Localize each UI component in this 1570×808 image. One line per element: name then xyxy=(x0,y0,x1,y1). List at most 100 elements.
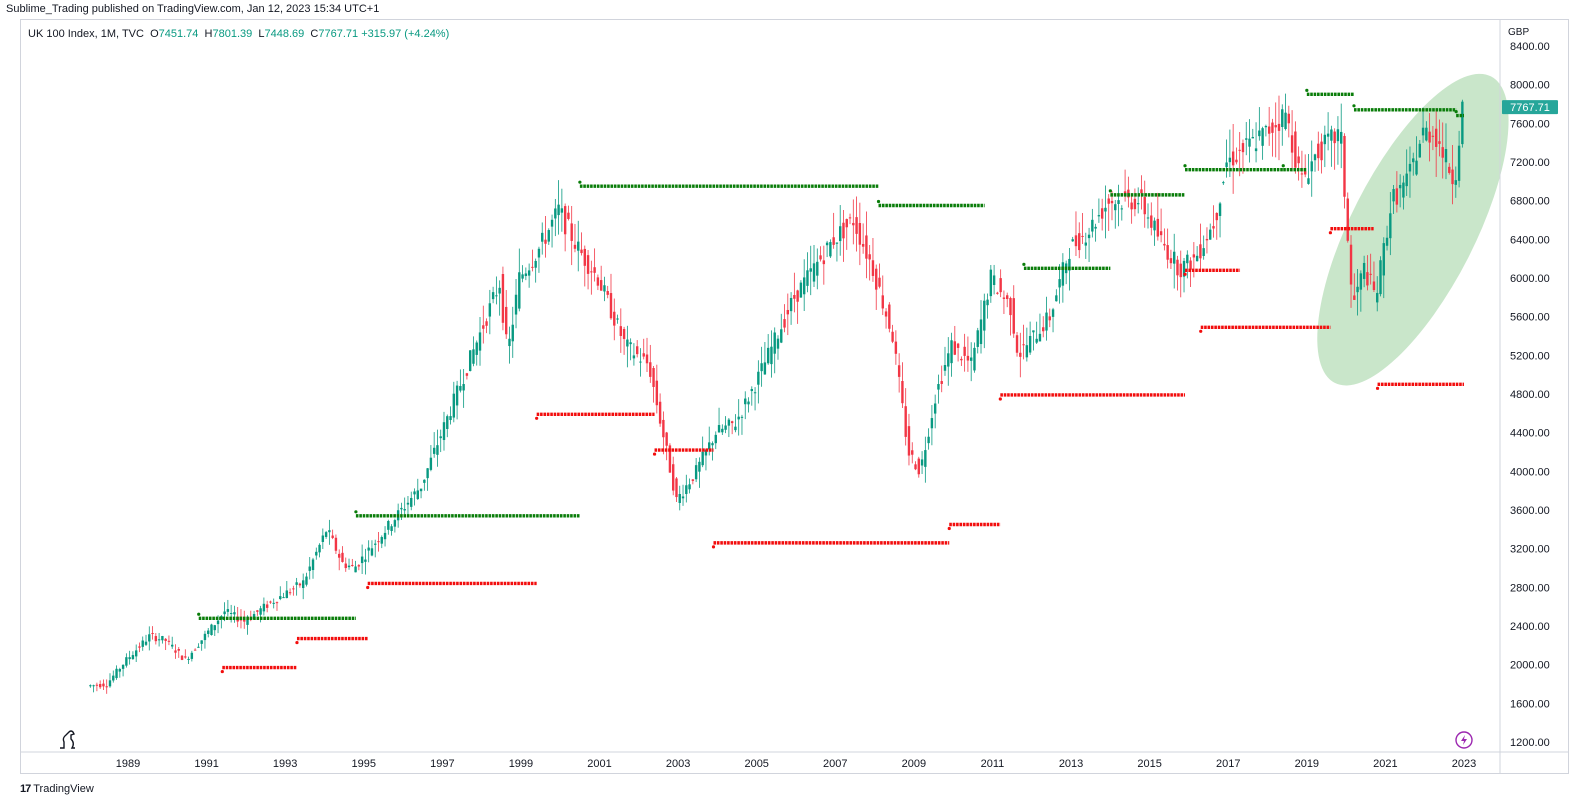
candle xyxy=(1231,124,1235,194)
candle xyxy=(1392,184,1395,214)
candle xyxy=(969,342,973,382)
candle xyxy=(446,414,449,438)
candle xyxy=(1382,237,1385,299)
candle xyxy=(370,540,374,557)
candle xyxy=(626,325,629,368)
candle xyxy=(911,442,914,464)
candle xyxy=(98,680,102,689)
candle xyxy=(154,633,158,645)
candle xyxy=(426,467,429,491)
candle xyxy=(1372,261,1376,292)
candle xyxy=(364,548,367,575)
candle xyxy=(865,211,868,279)
candle xyxy=(835,242,839,262)
support-level xyxy=(1183,268,1241,276)
candle xyxy=(560,188,564,232)
candle xyxy=(960,356,963,366)
candle xyxy=(1212,205,1215,238)
resistance-level xyxy=(197,612,356,620)
candle xyxy=(1418,139,1421,158)
x-tick-label: 1999 xyxy=(509,758,533,770)
candle xyxy=(1448,163,1451,175)
candle xyxy=(976,327,979,354)
candle xyxy=(128,650,131,665)
candle xyxy=(1457,130,1461,188)
candle xyxy=(295,577,298,596)
candle xyxy=(452,381,456,423)
candle xyxy=(557,180,560,235)
candle xyxy=(763,342,767,375)
candle xyxy=(138,642,141,653)
candle xyxy=(1431,125,1435,151)
candle xyxy=(1310,140,1313,197)
support-level xyxy=(1199,325,1331,333)
support-level xyxy=(220,665,297,674)
candle xyxy=(1215,212,1218,240)
candle xyxy=(315,547,318,560)
support-level xyxy=(711,541,950,549)
candle xyxy=(108,673,112,688)
candle xyxy=(1235,147,1238,165)
candle xyxy=(632,343,636,366)
candle xyxy=(1444,123,1448,180)
candle xyxy=(888,302,891,333)
candle xyxy=(524,267,528,281)
candle xyxy=(986,293,989,319)
support-level xyxy=(998,393,1186,401)
candle xyxy=(1454,166,1458,198)
candle xyxy=(1297,146,1300,181)
candle xyxy=(491,286,495,304)
candle xyxy=(776,335,780,360)
resistance-level xyxy=(1352,104,1457,112)
candle xyxy=(1081,213,1084,244)
x-tick-label: 1993 xyxy=(273,758,297,770)
candle xyxy=(1130,194,1133,224)
candle xyxy=(197,643,200,648)
candle xyxy=(360,544,364,574)
candle xyxy=(884,308,888,329)
lightning-icon[interactable] xyxy=(1455,731,1473,749)
candle xyxy=(1267,106,1271,146)
candle xyxy=(301,573,305,600)
candle xyxy=(118,667,122,678)
candle xyxy=(603,276,606,302)
candle xyxy=(213,624,216,637)
candle xyxy=(367,540,370,563)
candle xyxy=(586,250,590,290)
y-tick-label: 6000.00 xyxy=(1510,273,1550,285)
candle xyxy=(894,330,898,365)
candle xyxy=(148,626,151,651)
support-level xyxy=(535,412,655,420)
y-tick-label: 8000.00 xyxy=(1510,80,1550,92)
candle xyxy=(796,289,799,324)
candle xyxy=(727,417,731,438)
candle xyxy=(596,274,600,291)
candle xyxy=(1169,249,1173,269)
candle xyxy=(933,394,937,429)
candle xyxy=(1114,199,1117,229)
x-tick-label: 2023 xyxy=(1452,758,1476,770)
candle xyxy=(518,248,521,312)
candle xyxy=(999,269,1002,298)
candle xyxy=(744,391,747,420)
candle xyxy=(1340,103,1343,169)
candle xyxy=(832,212,835,249)
candle xyxy=(973,342,976,373)
footer-brand[interactable]: 17 TradingView xyxy=(20,783,94,795)
candle xyxy=(802,259,806,312)
candle xyxy=(1323,125,1327,168)
candle xyxy=(1326,112,1330,151)
candle xyxy=(871,237,875,282)
candle xyxy=(171,636,174,649)
candle xyxy=(115,665,118,680)
candle xyxy=(868,244,871,281)
candle xyxy=(570,205,573,266)
candle xyxy=(1281,104,1284,146)
candle xyxy=(95,682,99,692)
candle xyxy=(852,199,855,245)
candle xyxy=(593,248,596,282)
candle xyxy=(167,635,171,646)
y-tick-label: 2000.00 xyxy=(1510,660,1550,672)
resistance-level xyxy=(1108,189,1186,197)
